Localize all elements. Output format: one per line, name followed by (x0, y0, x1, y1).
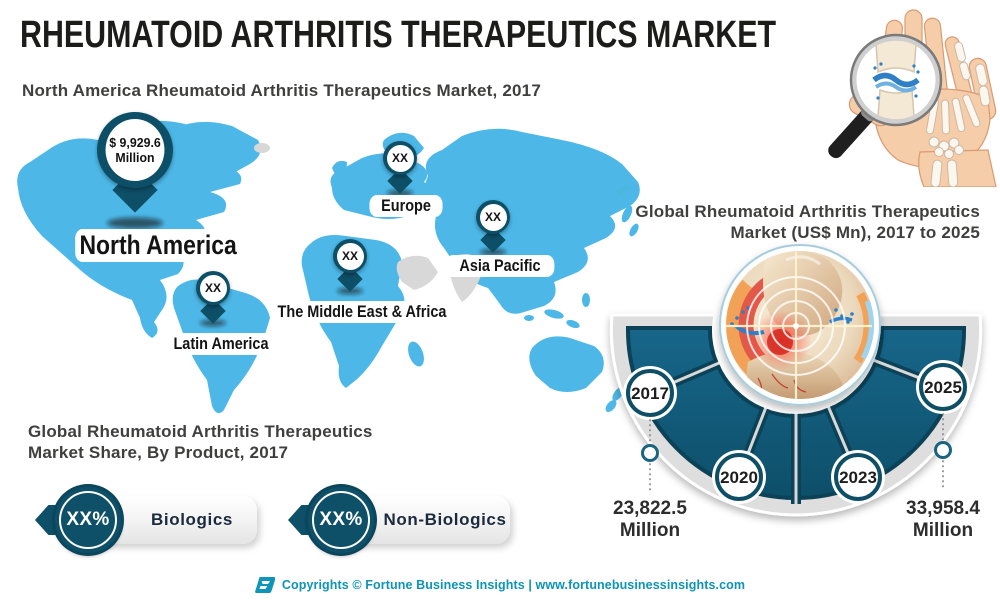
magnifier-icon (828, 33, 943, 159)
north-america-pin-value-unit: Million (115, 150, 155, 165)
year-label-2025: 2025 (924, 378, 962, 397)
value-2025-unit: Million (913, 520, 973, 541)
continent-australia (529, 336, 604, 392)
north-america-pin: $ 9,929.6 Million (97, 112, 173, 188)
decorative-swirl (614, 186, 632, 197)
gauge-year-markers: 2017 2020 2023 2025 (623, 360, 970, 504)
europe-pin-value: XX (386, 144, 414, 172)
middle-east-africa-label: The Middle East & Africa (271, 301, 453, 323)
biologics-label: Biologics (151, 510, 233, 529)
global-market-heading-line2: Market (US$ Mn), 2017 to 2025 (730, 223, 980, 242)
latin-america-pin: XX (196, 271, 230, 305)
non-biologics-share-badge: XX% (308, 487, 374, 553)
biologics-share-badge: XX% (55, 487, 121, 553)
year-marker-2023: 2023 (831, 450, 885, 504)
market-share-heading-line1: Global Rheumatoid Arthritis Therapeutics (28, 422, 373, 441)
share-item-non-biologics: Non-Biologics XX% (288, 487, 510, 553)
latin-america-pin-value: XX (199, 274, 227, 302)
value-2017-unit: Million (620, 520, 680, 541)
biologics-share-value: XX% (66, 509, 110, 530)
na-market-heading: North America Rheumatoid Arthritis Thera… (22, 81, 541, 100)
knee-joint-illustration (719, 244, 881, 406)
latin-america-label: Latin America (157, 333, 285, 355)
global-market-heading: Global Rheumatoid Arthritis Therapeutics… (615, 201, 980, 243)
value-2025-amount: 33,958.4 (906, 498, 980, 519)
year-label-2017: 2017 (631, 384, 669, 403)
year-marker-2025: 2025 (916, 360, 970, 414)
north-america-pin-value: $ 9,929.6 (109, 135, 161, 150)
pin-shadow-north-america (107, 217, 163, 229)
europe-pin: XX (383, 141, 417, 175)
footer-copyright: Copyrights © Fortune Business Insights |… (281, 578, 746, 592)
continent-greenland (168, 121, 261, 181)
market-share-heading: Global Rheumatoid Arthritis Therapeutics… (28, 421, 373, 463)
global-market-gauge: 2017 2020 2023 2025 (609, 244, 983, 541)
year-marker-2017: 2017 (623, 366, 677, 420)
asia-pacific-pin: XX (476, 200, 510, 234)
asia-pacific-pin-value: XX (479, 203, 507, 231)
middle-east-africa-pin: XX (333, 239, 367, 273)
leader-ring-2017 (641, 444, 659, 462)
non-biologics-label: Non-Biologics (383, 510, 507, 529)
page-title: RHEUMATOID ARTHRITIS THERAPEUTICS MARKET (20, 14, 777, 56)
year-label-2023: 2023 (839, 468, 877, 487)
global-market-heading-line1: Global Rheumatoid Arthritis Therapeutics (635, 202, 980, 221)
asia-pacific-label: Asia Pacific (445, 255, 555, 277)
year-label-2020: 2020 (720, 468, 758, 487)
market-share-heading-line2: Market Share, By Product, 2017 (28, 443, 289, 462)
middle-east-africa-pin-value: XX (336, 242, 364, 270)
share-item-biologics: Biologics XX% (35, 487, 257, 553)
footer: Copyrights © Fortune Business Insights |… (0, 575, 1000, 595)
value-2017-amount: 23,822.5 (613, 498, 687, 519)
hand-joint-illustration (828, 9, 997, 187)
north-america-label: North America (75, 229, 237, 263)
fortune-business-insights-logo (254, 577, 275, 593)
leader-ring-2025 (934, 441, 952, 459)
europe-label: Europe (369, 195, 443, 217)
year-marker-2020: 2020 (712, 450, 766, 504)
non-biologics-share-value: XX% (319, 509, 363, 530)
